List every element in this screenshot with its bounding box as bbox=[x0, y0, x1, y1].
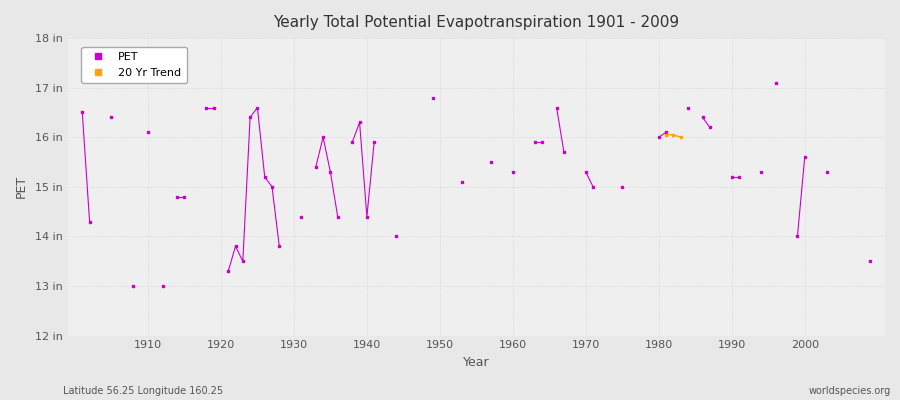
Y-axis label: PET: PET bbox=[15, 175, 28, 198]
X-axis label: Year: Year bbox=[463, 356, 490, 369]
Legend: PET, 20 Yr Trend: PET, 20 Yr Trend bbox=[81, 47, 187, 83]
PET bbox=[76, 110, 87, 115]
PET bbox=[85, 219, 95, 224]
20 Yr Trend bbox=[668, 132, 679, 137]
Text: worldspecies.org: worldspecies.org bbox=[809, 386, 891, 396]
20 Yr Trend bbox=[661, 132, 671, 137]
Title: Yearly Total Potential Evapotranspiration 1901 - 2009: Yearly Total Potential Evapotranspiratio… bbox=[274, 15, 680, 30]
Line: 20 Yr Trend: 20 Yr Trend bbox=[665, 134, 682, 139]
Text: Latitude 56.25 Longitude 160.25: Latitude 56.25 Longitude 160.25 bbox=[63, 386, 223, 396]
Line: PET: PET bbox=[81, 111, 91, 223]
20 Yr Trend bbox=[675, 135, 686, 140]
